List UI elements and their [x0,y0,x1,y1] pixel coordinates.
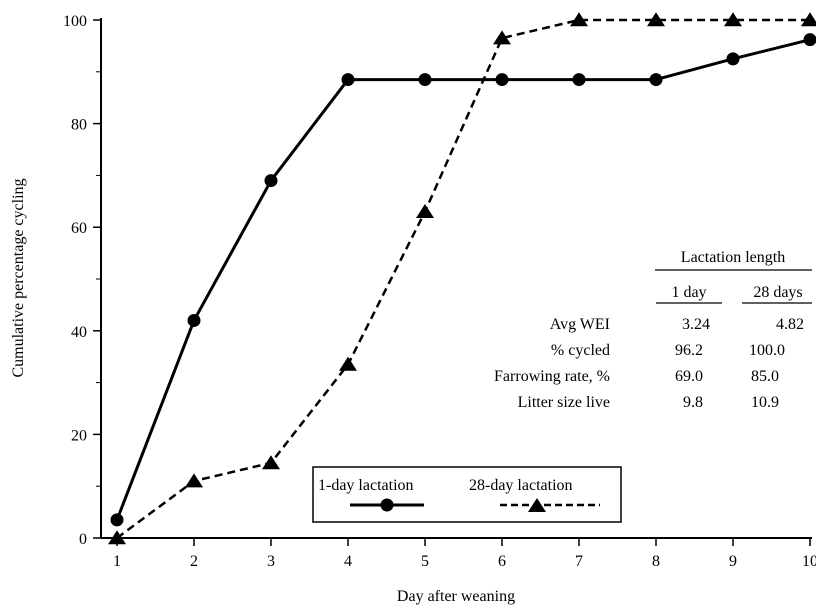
table-row-label: Litter size live [518,394,610,411]
series-line-1day [115,38,811,521]
legend-box [312,466,622,523]
x-tick-label: 10 [802,553,816,570]
data-point-triangle [493,30,511,45]
data-point-triangle [262,455,280,470]
y-axis-title: Cumulative percentage cycling [10,178,27,377]
legend: 1-day lactation 28-day lactation [312,466,622,523]
table-cell: 96.2 [675,342,703,359]
y-tick-label: 60 [71,220,87,237]
inset-table: Lactation length 1 day 28 days Avg WEI 3… [494,249,812,411]
table-row-label: % cycled [551,342,610,359]
data-point-triangle [570,12,588,27]
data-point-triangle [185,473,203,488]
data-point-triangle [339,356,357,371]
table-col-28days: 28 days [753,284,802,301]
table-cell: 3.24 [682,316,710,333]
table-cell: 85.0 [751,368,779,385]
x-tick-label: 5 [421,553,429,570]
axis-ticks [93,19,811,546]
y-tick-label: 20 [71,427,87,444]
table-row-label: Avg WEI [550,316,610,333]
table-col-1day: 1 day [671,284,706,301]
data-point-circle [187,313,201,327]
x-tick-label: 6 [498,553,506,570]
table-header: Lactation length [681,249,785,266]
data-point-triangle [108,530,126,545]
data-point-circle [264,174,278,188]
series-layer [108,12,816,545]
x-axis-title: Day after weaning [397,588,515,605]
legend-marker-circle [380,498,394,512]
data-point-circle [726,52,740,66]
data-point-circle [649,73,663,87]
table-cell: 100.0 [749,342,785,359]
table-cell: 10.9 [751,394,779,411]
legend-label-1day: 1-day lactation [318,477,414,494]
y-tick-label: 100 [63,13,87,30]
x-tick-label: 2 [190,553,198,570]
x-tick-label: 3 [267,553,275,570]
table-cell: 4.82 [776,316,804,333]
data-point-triangle [724,12,742,27]
x-tick-label: 1 [113,553,121,570]
data-point-triangle [647,12,665,27]
table-row-label: Farrowing rate, % [494,368,610,385]
data-point-circle [110,513,124,527]
x-tick-label: 8 [652,553,660,570]
data-point-circle [572,73,586,87]
series-line-28day [116,18,810,540]
data-point-circle [418,73,432,87]
x-tick-label: 9 [729,553,737,570]
legend-marker-triangle [528,498,546,512]
data-point-circle [803,33,816,47]
x-tick-label: 4 [344,553,352,570]
y-tick-label: 80 [71,117,87,134]
y-tick-label: 0 [79,531,87,548]
y-tick-label: 40 [71,324,87,341]
table-cell: 9.8 [683,394,703,411]
x-tick-label: 7 [575,553,583,570]
data-point-triangle [416,203,434,218]
data-point-circle [495,73,509,87]
legend-label-28day: 28-day lactation [469,477,573,494]
data-point-circle [341,73,355,87]
data-point-triangle [801,12,816,27]
table-cell: 69.0 [675,368,703,385]
